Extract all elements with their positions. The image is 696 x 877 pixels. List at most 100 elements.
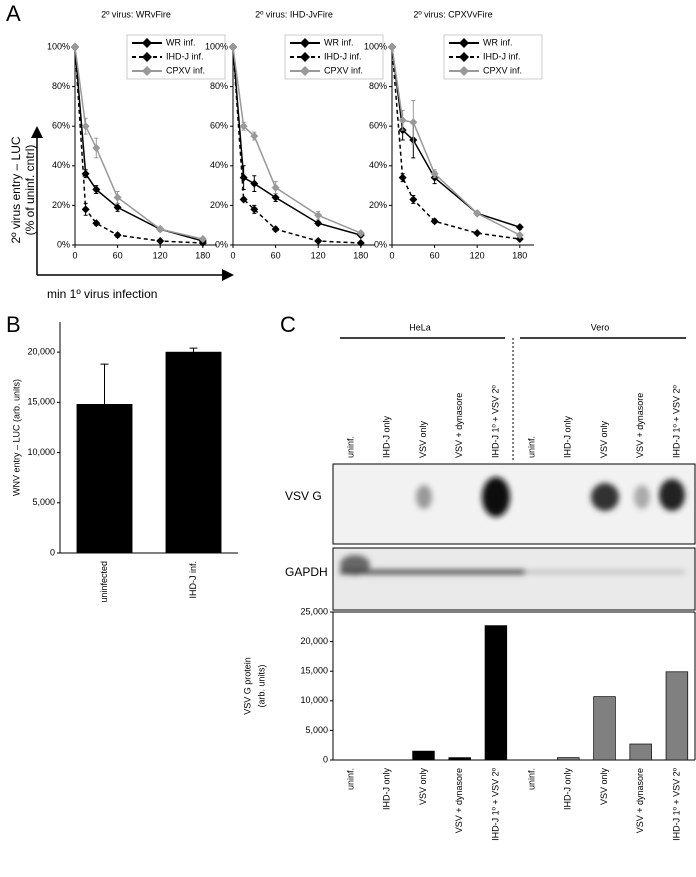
y-tick-label: 60% [369, 121, 387, 131]
data-point [81, 122, 90, 131]
y-tick-label: 20,000 [300, 636, 328, 646]
legend-marker [142, 66, 152, 76]
lane-label: uninf. [345, 436, 355, 458]
data-point [398, 173, 407, 182]
series-line [232, 46, 362, 236]
series-line [232, 46, 362, 234]
legend-label: CPXV inf. [324, 65, 363, 75]
group-label: HeLa [409, 322, 431, 332]
y-tick-label: 40% [210, 160, 228, 170]
panel-label: B [6, 312, 21, 337]
legend-marker [459, 38, 469, 48]
y-tick-label: 15,000 [300, 666, 328, 676]
y-tick-label: 40% [52, 160, 70, 170]
data-point [515, 223, 524, 232]
legend-marker [300, 66, 310, 76]
x-tick-label: IHD-J inf. [188, 561, 198, 599]
bar [448, 757, 471, 761]
x-tick-label: uninfected [99, 561, 109, 603]
x-tick-label: 60 [113, 250, 123, 260]
data-point [229, 43, 237, 51]
x-tick-label: 120 [311, 250, 326, 260]
y-tick-label: 80% [369, 81, 387, 91]
y-axis-label: (% of uninf. cntrl) [23, 145, 37, 236]
y-axis-label: 2º virus entry – LUC [9, 136, 23, 243]
lane-label: IHD-J only [382, 415, 392, 458]
data-point [473, 229, 482, 238]
y-tick-label: 60% [52, 121, 70, 131]
chart-title: 2º virus: CPXVvFire [413, 9, 492, 19]
data-point [250, 132, 259, 141]
bar [593, 696, 616, 761]
group-label: Vero [591, 322, 610, 332]
series-line [74, 46, 203, 244]
legend-marker [459, 66, 469, 76]
series-line [232, 46, 361, 244]
blot-vsvg [332, 463, 696, 545]
data-point [92, 219, 101, 228]
legend-label: WR inf. [324, 37, 354, 47]
y-axis-label: VSV G protein [242, 657, 252, 715]
error-bar [100, 363, 109, 405]
panel-label: C [280, 312, 296, 337]
data-point [388, 43, 396, 51]
legend-label: WR inf. [166, 37, 196, 47]
y-tick-label: 15,000 [27, 397, 55, 407]
data-point [271, 193, 280, 202]
x-tick-label: 120 [153, 250, 168, 260]
lane-label: VSV + dynasore [454, 393, 464, 458]
x-tick-label: VSV + dynasore [635, 768, 645, 833]
x-tick-label: IHD-J 1º + VSV 2º [671, 767, 681, 841]
lane-label: VSV only [418, 420, 428, 458]
x-tick-label: VSV only [418, 768, 428, 806]
x-tick-label: 60 [430, 250, 440, 260]
blot-bands [416, 477, 685, 517]
y-tick-label: 0% [374, 239, 387, 249]
data-point [113, 203, 122, 212]
legend-label: WR inf. [483, 37, 513, 47]
y-axis-label: (arb. units) [256, 664, 266, 707]
data-point [409, 195, 418, 204]
data-point [430, 217, 439, 226]
x-axis-label: min 1º virus infection [47, 287, 157, 301]
y-tick-label: 0 [323, 754, 328, 764]
data-point [239, 173, 248, 182]
y-tick-label: 20,000 [27, 347, 55, 357]
y-tick-label: 100% [205, 41, 228, 51]
data-point [515, 231, 524, 240]
data-point [71, 43, 79, 51]
data-point [113, 231, 122, 240]
x-tick-label: VSV + dynasore [454, 768, 464, 833]
data-point [239, 122, 248, 131]
y-tick-label: 5,000 [32, 497, 55, 507]
x-tick-label: 180 [195, 250, 210, 260]
legend-marker [300, 38, 310, 48]
x-tick-label: uninf. [526, 768, 536, 790]
x-tick-label: 180 [512, 250, 527, 260]
data-point [250, 205, 259, 214]
y-tick-label: 0 [50, 547, 55, 557]
data-point [314, 237, 323, 246]
chart-title: 2º virus: WRvFire [101, 9, 171, 19]
y-tick-label: 80% [52, 81, 70, 91]
data-point [81, 205, 90, 214]
data-point [113, 193, 122, 202]
y-tick-label: 0% [57, 239, 70, 249]
lane-label: IHD-J only [563, 415, 573, 458]
y-axis-label: WNV entry – LUC (arb. units) [11, 379, 21, 496]
y-tick-label: 25,000 [300, 606, 328, 616]
y-tick-label: 5,000 [305, 725, 328, 735]
blot-row-label: GAPDH [285, 565, 328, 579]
bar [665, 671, 689, 761]
data-point [92, 143, 101, 152]
data-point [473, 209, 482, 218]
x-tick-label: IHD-J only [382, 768, 392, 811]
data-point [356, 229, 365, 238]
data-point [156, 237, 165, 246]
data-point [314, 219, 323, 228]
data-point [271, 183, 280, 192]
data-point [356, 239, 365, 248]
y-tick-label: 10,000 [27, 447, 55, 457]
legend-marker [300, 52, 310, 62]
